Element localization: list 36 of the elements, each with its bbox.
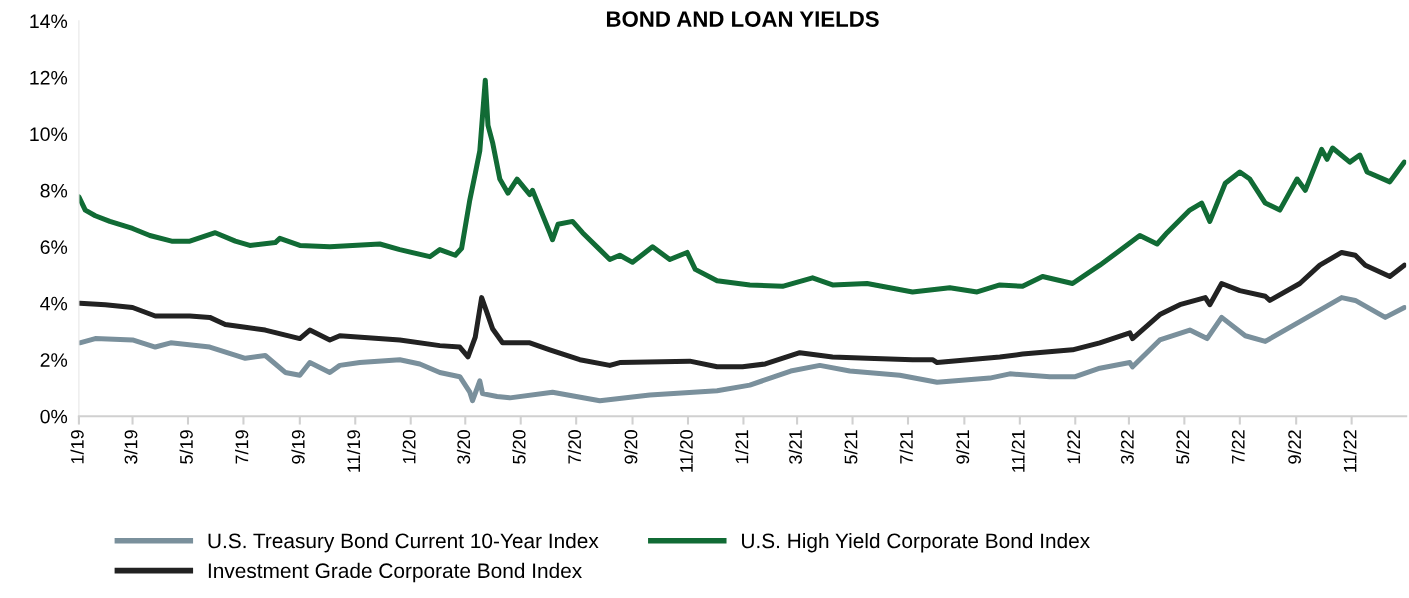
- x-tick-label: 3/21: [788, 430, 802, 464]
- x-tick-label: 7/19: [235, 430, 249, 464]
- x-tick-label: 1/20: [402, 430, 416, 464]
- x-tick-label: 11/22: [1343, 430, 1357, 472]
- x-tick-label: 5/22: [1175, 430, 1190, 464]
- legend-label: Investment Grade Corporate Bond Index: [208, 562, 582, 583]
- x-tick-label: 11/21: [1011, 430, 1025, 472]
- x-tick-label: 5/20: [512, 430, 526, 464]
- x-tick-label: 3/22: [1120, 430, 1134, 464]
- y-tick-label: 8%: [40, 183, 68, 198]
- x-tick-label: 5/19: [179, 430, 193, 464]
- y-tick-label: 2%: [40, 353, 68, 367]
- legend-label: U.S. High Yield Corporate Bond Index: [742, 532, 1090, 553]
- legend-label: U.S. Treasury Bond Current 10-Year Index: [208, 532, 599, 553]
- x-tick-label: 11/20: [679, 430, 693, 472]
- x-tick-label: 9/22: [1287, 430, 1302, 464]
- y-tick-label: 0%: [40, 409, 68, 424]
- x-tick-label: 9/19: [291, 430, 305, 464]
- x-tick-label: 7/21: [899, 430, 913, 464]
- x-tick-label: 7/20: [567, 430, 582, 464]
- x-tick-label: 3/19: [124, 430, 138, 464]
- y-tick-label: 14%: [30, 14, 68, 29]
- x-tick-label: 9/21: [955, 430, 970, 464]
- x-tick-label: 1/21: [735, 430, 749, 464]
- x-tick-label: 7/22: [1231, 430, 1245, 464]
- y-tick-label: 12%: [30, 70, 68, 85]
- chart-title: BOND AND LOAN YIELDS: [606, 11, 879, 27]
- x-tick-label: 9/20: [624, 430, 638, 464]
- x-tick-label: 11/19: [346, 430, 361, 472]
- y-tick-label: 6%: [40, 240, 68, 255]
- y-tick-label: 10%: [30, 127, 68, 142]
- y-tick-label: 4%: [40, 296, 68, 311]
- x-tick-label: 1/19: [70, 430, 84, 464]
- x-tick-label: 3/20: [456, 430, 471, 464]
- x-tick-label: 1/22: [1066, 430, 1081, 464]
- x-tick-label: 5/21: [844, 430, 858, 464]
